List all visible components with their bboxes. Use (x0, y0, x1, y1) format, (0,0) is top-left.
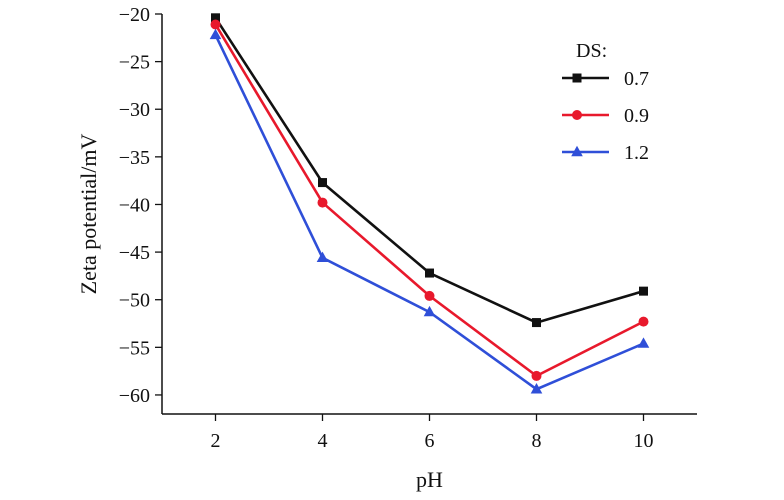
data-point (211, 13, 220, 23)
y-tick-label: −20 (119, 4, 150, 26)
y-tick-label: −35 (119, 147, 150, 169)
series-layer (209, 13, 650, 394)
data-point (637, 337, 650, 348)
y-tick-label: −25 (119, 52, 150, 74)
legend-marker (572, 110, 582, 120)
data-point (532, 318, 541, 328)
legend: DS: 0.7 0.9 1.2 (562, 40, 649, 164)
x-axis-title: pH (416, 467, 443, 492)
legend-item: 0.7 (562, 68, 649, 90)
x-tick-label: 10 (634, 430, 654, 452)
y-tick-label: −60 (119, 385, 150, 407)
x-tick-label: 8 (532, 430, 542, 452)
legend-item: 0.9 (562, 105, 649, 127)
x-tick-label: 2 (211, 430, 221, 452)
legend-label: 0.9 (624, 105, 649, 127)
y-axis-ticks: −20 −25 −30 −35 −40 −45 −50 −55 −60 (119, 4, 162, 407)
data-point (424, 290, 435, 301)
data-point (638, 316, 649, 327)
data-point (316, 251, 329, 263)
legend-item: 1.2 (562, 142, 649, 164)
legend-label: 1.2 (624, 142, 649, 164)
data-point (423, 305, 436, 317)
x-axis-ticks: 2 4 6 8 10 (211, 414, 654, 452)
legend-label: 0.7 (624, 68, 649, 90)
data-point (425, 268, 434, 278)
data-point (209, 28, 222, 40)
y-tick-label: −50 (119, 290, 150, 312)
y-tick-label: −40 (119, 194, 150, 216)
data-point (210, 19, 221, 30)
series-0.9 (210, 19, 649, 381)
data-point (530, 383, 543, 394)
y-tick-label: −30 (119, 99, 150, 121)
legend-items: 0.7 0.9 1.2 (562, 68, 649, 164)
y-tick-label: −45 (119, 242, 150, 264)
series-1.2 (209, 28, 650, 394)
series-line (214, 34, 645, 391)
data-point (318, 178, 327, 188)
legend-title: DS: (576, 40, 607, 62)
series-0.7 (211, 13, 648, 328)
data-point (639, 286, 648, 296)
legend-marker (572, 73, 582, 83)
legend-marker (571, 145, 583, 157)
y-tick-label: −55 (119, 337, 150, 359)
x-tick-label: 4 (318, 430, 328, 452)
data-point (317, 197, 328, 208)
y-axis-title: Zeta potential/mV (76, 134, 101, 295)
data-point (531, 370, 542, 381)
x-tick-label: 6 (425, 430, 435, 452)
